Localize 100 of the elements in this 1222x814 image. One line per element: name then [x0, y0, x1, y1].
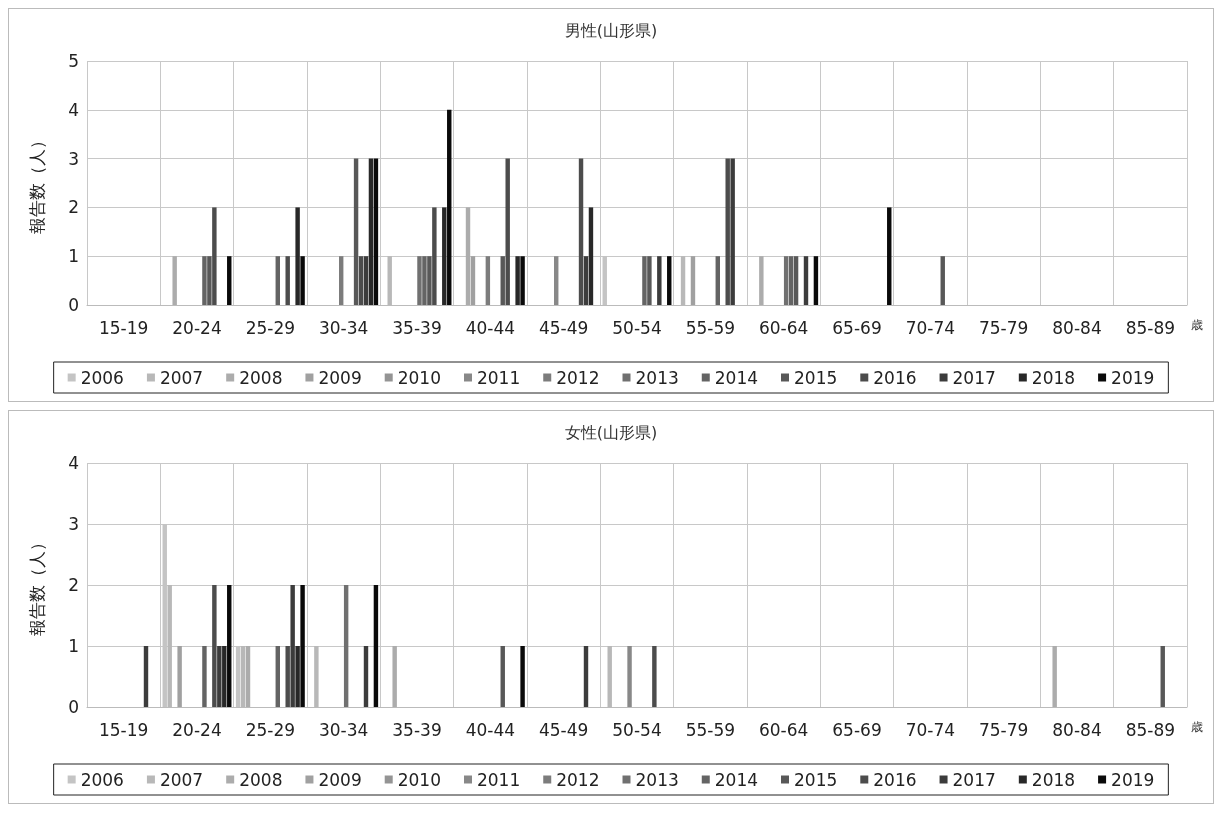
bar — [290, 585, 295, 707]
x-tick-label: 40-44 — [465, 317, 516, 338]
x-tick-label: 70-74 — [905, 719, 956, 740]
legend-label: 2018 — [1031, 367, 1076, 388]
bar — [442, 207, 447, 305]
bar — [793, 256, 799, 305]
x-tick-label: 80-84 — [1052, 719, 1102, 740]
y-tick-label: 3 — [68, 148, 79, 169]
x-tick-label: 25-29 — [245, 317, 296, 338]
y-tick-label: 0 — [68, 697, 79, 717]
y-tick-label: 1 — [68, 636, 79, 656]
legend-label: 2016 — [873, 367, 917, 388]
legend-label: 2007 — [159, 769, 204, 790]
x-tick-label: 65-69 — [832, 317, 882, 338]
legend-label: 2016 — [873, 769, 917, 790]
x-tick-label: 75-79 — [978, 317, 1029, 338]
bar — [1160, 646, 1165, 707]
chart-title: 女性(山形県) — [564, 422, 658, 442]
bar — [583, 256, 589, 305]
x-tick-label: 75-79 — [978, 719, 1029, 740]
legend-label: 2014 — [714, 769, 759, 790]
x-tick-label: 65-69 — [832, 719, 882, 740]
x-tick-label: 30-34 — [318, 317, 369, 338]
legend-label: 2014 — [714, 367, 759, 388]
bar — [505, 158, 510, 305]
y-tick-label: 4 — [68, 99, 79, 120]
x-tick-label: 30-34 — [318, 719, 369, 740]
legend-label: 2009 — [318, 769, 362, 790]
bar — [803, 256, 809, 305]
legend-label: 2013 — [635, 367, 679, 388]
x-tick-label: 55-59 — [685, 719, 736, 740]
x-tick-label: 20-24 — [172, 719, 222, 740]
x-tick-label: 55-59 — [685, 317, 736, 338]
bar — [275, 646, 280, 707]
y-tick-label: 2 — [68, 197, 79, 218]
legend-label: 2006 — [80, 769, 124, 790]
bar — [667, 256, 672, 305]
legend-label: 2010 — [397, 367, 441, 388]
x-tick-label: 45-49 — [538, 317, 589, 338]
bar — [222, 646, 227, 707]
bar — [759, 256, 764, 305]
legend-label: 2017 — [952, 769, 996, 790]
x-axis-title: 歳 — [1191, 318, 1203, 332]
x-tick-label: 70-74 — [905, 317, 956, 338]
y-tick-label: 5 — [68, 51, 79, 71]
bar — [578, 158, 584, 305]
x-tick-label: 60-64 — [758, 317, 809, 338]
y-tick-label: 4 — [68, 453, 79, 473]
legend-label: 2009 — [318, 367, 362, 388]
bar — [588, 207, 594, 305]
legend-label: 2006 — [80, 367, 124, 388]
x-tick-label: 15-19 — [98, 719, 149, 740]
bar — [652, 646, 657, 707]
x-tick-label: 80-84 — [1052, 317, 1102, 338]
x-tick-label: 85-89 — [1125, 317, 1176, 338]
x-tick-label: 50-54 — [612, 719, 662, 740]
bar — [217, 646, 222, 707]
x-tick-label: 85-89 — [1125, 719, 1176, 740]
bar — [520, 646, 525, 707]
bar — [275, 256, 280, 305]
bar — [227, 585, 232, 707]
legend-label: 2011 — [476, 769, 521, 790]
chart-title: 男性(山形県) — [564, 20, 658, 40]
bar — [172, 256, 177, 305]
bar — [300, 256, 305, 305]
bar — [783, 256, 789, 305]
bar — [177, 646, 182, 707]
bar — [500, 646, 505, 707]
bar — [285, 646, 290, 707]
legend-label: 2007 — [159, 367, 204, 388]
bar — [583, 646, 589, 707]
bar — [285, 256, 290, 305]
bar — [295, 646, 300, 707]
legend-label: 2012 — [556, 769, 600, 790]
bar — [690, 256, 696, 305]
bar — [554, 256, 559, 305]
y-axis-title: 報告数（人） — [26, 132, 47, 234]
legend-label: 2008 — [239, 769, 283, 790]
bar — [295, 207, 300, 305]
bar — [343, 585, 349, 707]
bar — [485, 256, 491, 305]
bar — [465, 207, 471, 305]
bar — [245, 646, 251, 707]
legend-label: 2019 — [1111, 769, 1155, 790]
bar — [300, 585, 305, 707]
bar — [520, 256, 525, 305]
x-tick-label: 40-44 — [465, 719, 516, 740]
bar — [368, 158, 374, 305]
legend-label: 2017 — [952, 367, 996, 388]
bar — [227, 256, 232, 305]
bar — [715, 256, 720, 305]
x-tick-label: 35-39 — [392, 317, 442, 338]
bar — [373, 585, 379, 707]
x-tick-label: 35-39 — [392, 719, 442, 740]
bar — [353, 158, 359, 305]
bar — [788, 256, 794, 305]
y-tick-label: 1 — [68, 246, 79, 267]
bar — [1052, 646, 1057, 707]
bar — [813, 256, 819, 305]
bar — [363, 256, 369, 305]
